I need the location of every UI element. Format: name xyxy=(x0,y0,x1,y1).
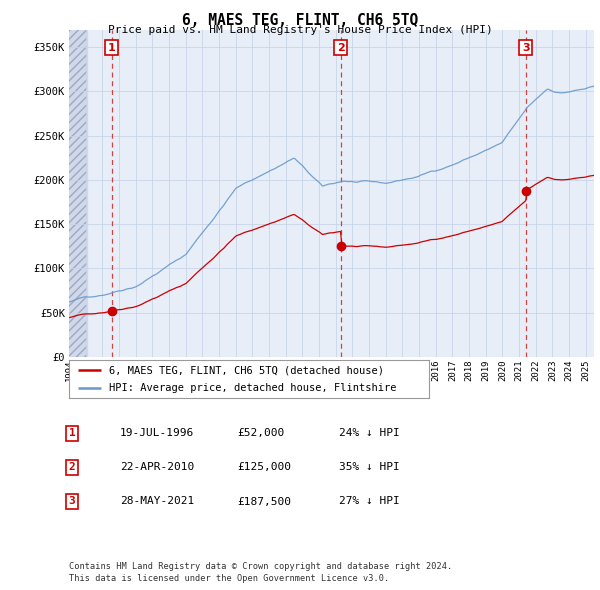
Text: 24% ↓ HPI: 24% ↓ HPI xyxy=(339,428,400,438)
Text: 6, MAES TEG, FLINT, CH6 5TQ (detached house): 6, MAES TEG, FLINT, CH6 5TQ (detached ho… xyxy=(109,365,383,375)
Text: 19-JUL-1996: 19-JUL-1996 xyxy=(120,428,194,438)
Text: 3: 3 xyxy=(68,497,76,506)
Bar xyxy=(69,30,88,357)
Text: £125,000: £125,000 xyxy=(237,463,291,472)
Text: Contains HM Land Registry data © Crown copyright and database right 2024.: Contains HM Land Registry data © Crown c… xyxy=(69,562,452,571)
Text: HPI: Average price, detached house, Flintshire: HPI: Average price, detached house, Flin… xyxy=(109,383,396,393)
Text: 35% ↓ HPI: 35% ↓ HPI xyxy=(339,463,400,472)
Text: 1: 1 xyxy=(107,42,115,53)
Text: 2: 2 xyxy=(68,463,76,472)
Text: 27% ↓ HPI: 27% ↓ HPI xyxy=(339,497,400,506)
Text: 28-MAY-2021: 28-MAY-2021 xyxy=(120,497,194,506)
Text: This data is licensed under the Open Government Licence v3.0.: This data is licensed under the Open Gov… xyxy=(69,574,389,583)
Text: £187,500: £187,500 xyxy=(237,497,291,506)
Text: 6, MAES TEG, FLINT, CH6 5TQ: 6, MAES TEG, FLINT, CH6 5TQ xyxy=(182,13,418,28)
Bar xyxy=(69,30,88,357)
Text: 3: 3 xyxy=(522,42,530,53)
Text: Price paid vs. HM Land Registry's House Price Index (HPI): Price paid vs. HM Land Registry's House … xyxy=(107,25,493,35)
Text: 22-APR-2010: 22-APR-2010 xyxy=(120,463,194,472)
Text: £52,000: £52,000 xyxy=(237,428,284,438)
Text: 1: 1 xyxy=(68,428,76,438)
Text: 2: 2 xyxy=(337,42,345,53)
